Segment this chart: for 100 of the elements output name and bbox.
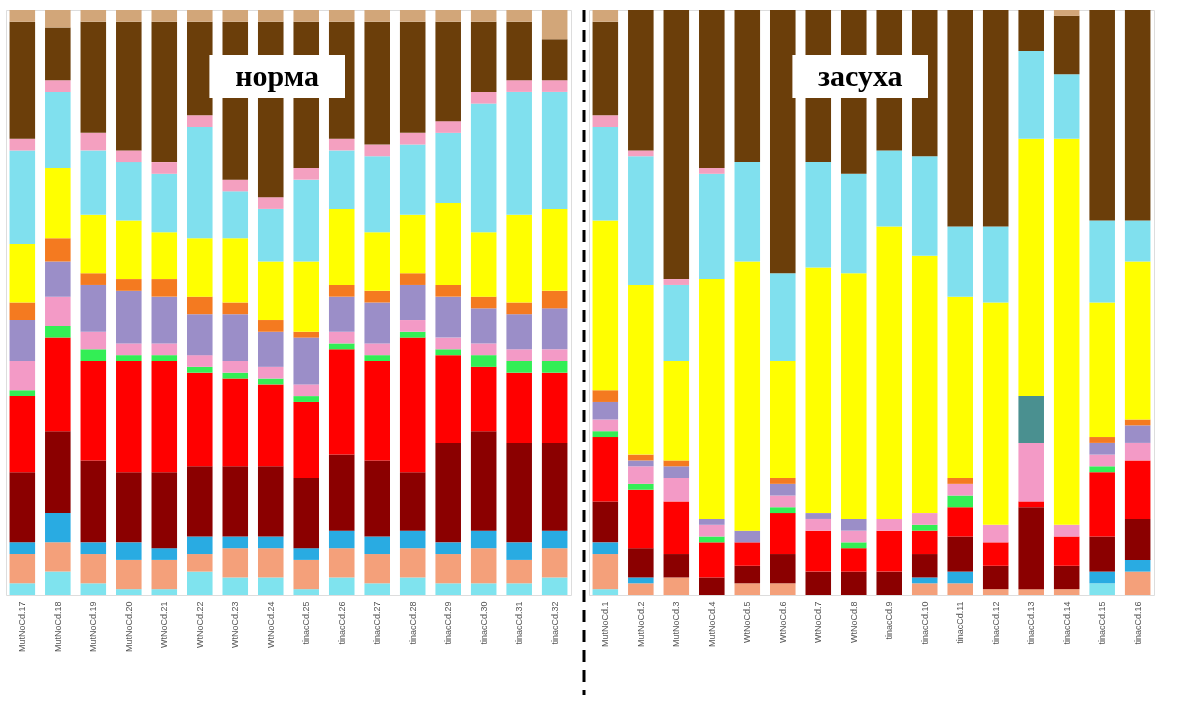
bar xyxy=(293,396,320,402)
bar xyxy=(947,296,973,478)
bar xyxy=(364,232,390,291)
bar xyxy=(734,10,761,163)
bar xyxy=(541,361,568,373)
bar xyxy=(328,138,355,151)
x-tick-label: tinacCd.16 xyxy=(1132,601,1143,645)
bar xyxy=(293,401,320,478)
bar xyxy=(328,208,355,285)
bar xyxy=(435,542,461,555)
bar xyxy=(399,214,426,274)
bar xyxy=(328,530,355,549)
bar xyxy=(328,577,355,595)
bar xyxy=(151,472,178,549)
bar xyxy=(734,162,761,262)
bar xyxy=(1124,442,1151,461)
bar xyxy=(770,554,796,584)
bar xyxy=(1089,437,1115,443)
bar xyxy=(80,542,107,555)
bar xyxy=(1053,589,1080,595)
bar xyxy=(151,343,178,356)
bar xyxy=(116,472,142,543)
bar xyxy=(541,39,568,81)
x-tick-label: MutNoCd.17 xyxy=(17,601,28,653)
bar xyxy=(541,577,568,595)
bar xyxy=(9,320,36,361)
bar xyxy=(628,483,654,490)
bar xyxy=(222,191,249,239)
bar xyxy=(947,507,973,537)
bar xyxy=(840,518,867,531)
bar xyxy=(911,524,938,531)
bar xyxy=(80,284,107,332)
bar xyxy=(45,542,71,572)
bar xyxy=(222,577,249,595)
bar xyxy=(982,589,1009,595)
bar xyxy=(399,530,426,549)
bar xyxy=(840,542,867,549)
bar xyxy=(592,554,619,590)
bar xyxy=(151,21,178,163)
bar xyxy=(734,530,761,543)
x-tick-label: MutNoCd.18 xyxy=(52,601,63,653)
bar xyxy=(187,115,213,127)
bar xyxy=(80,10,107,22)
bar xyxy=(1124,559,1151,572)
bar xyxy=(187,355,213,367)
bar xyxy=(151,361,178,473)
bar xyxy=(9,554,36,584)
bar xyxy=(982,565,1009,590)
bar xyxy=(399,320,426,332)
bar xyxy=(257,536,284,549)
bar xyxy=(364,156,390,233)
bar xyxy=(506,442,532,543)
bar xyxy=(187,466,213,537)
bar xyxy=(9,396,36,473)
x-tick-label: tinacCd.32 xyxy=(549,601,560,645)
bar xyxy=(187,296,213,315)
bar xyxy=(45,80,71,92)
bar xyxy=(947,583,973,595)
bar xyxy=(699,518,725,525)
bar xyxy=(222,536,249,549)
bar xyxy=(293,331,320,338)
bar xyxy=(257,577,284,595)
bar xyxy=(911,156,938,256)
bar xyxy=(293,548,320,560)
bar xyxy=(470,308,497,344)
bar xyxy=(116,290,142,344)
bar xyxy=(770,513,796,555)
bar xyxy=(9,10,36,22)
x-tick-label: tinacCd.28 xyxy=(407,601,418,645)
bar xyxy=(699,167,725,174)
bar xyxy=(876,530,903,572)
bar xyxy=(663,361,690,461)
bar xyxy=(541,208,568,291)
bar xyxy=(222,466,249,537)
bar xyxy=(947,478,973,484)
bar xyxy=(187,238,213,297)
bar xyxy=(222,10,249,22)
bar xyxy=(45,296,71,326)
bar xyxy=(541,530,568,549)
bar xyxy=(80,214,107,274)
bar xyxy=(876,150,903,227)
bar xyxy=(1089,442,1115,455)
bar xyxy=(399,577,426,595)
bar xyxy=(9,390,36,397)
bar xyxy=(982,524,1009,543)
bar xyxy=(257,261,284,321)
bar xyxy=(592,501,619,543)
bar xyxy=(506,361,532,373)
bar xyxy=(80,583,107,595)
bar xyxy=(399,472,426,531)
bar xyxy=(1124,518,1151,560)
bar xyxy=(770,361,796,478)
bar xyxy=(592,419,619,432)
bar xyxy=(257,548,284,578)
bar xyxy=(45,238,71,262)
bar xyxy=(1124,425,1151,443)
bar xyxy=(222,372,249,379)
bar xyxy=(187,127,213,239)
bar xyxy=(470,366,497,432)
bar xyxy=(257,466,284,537)
